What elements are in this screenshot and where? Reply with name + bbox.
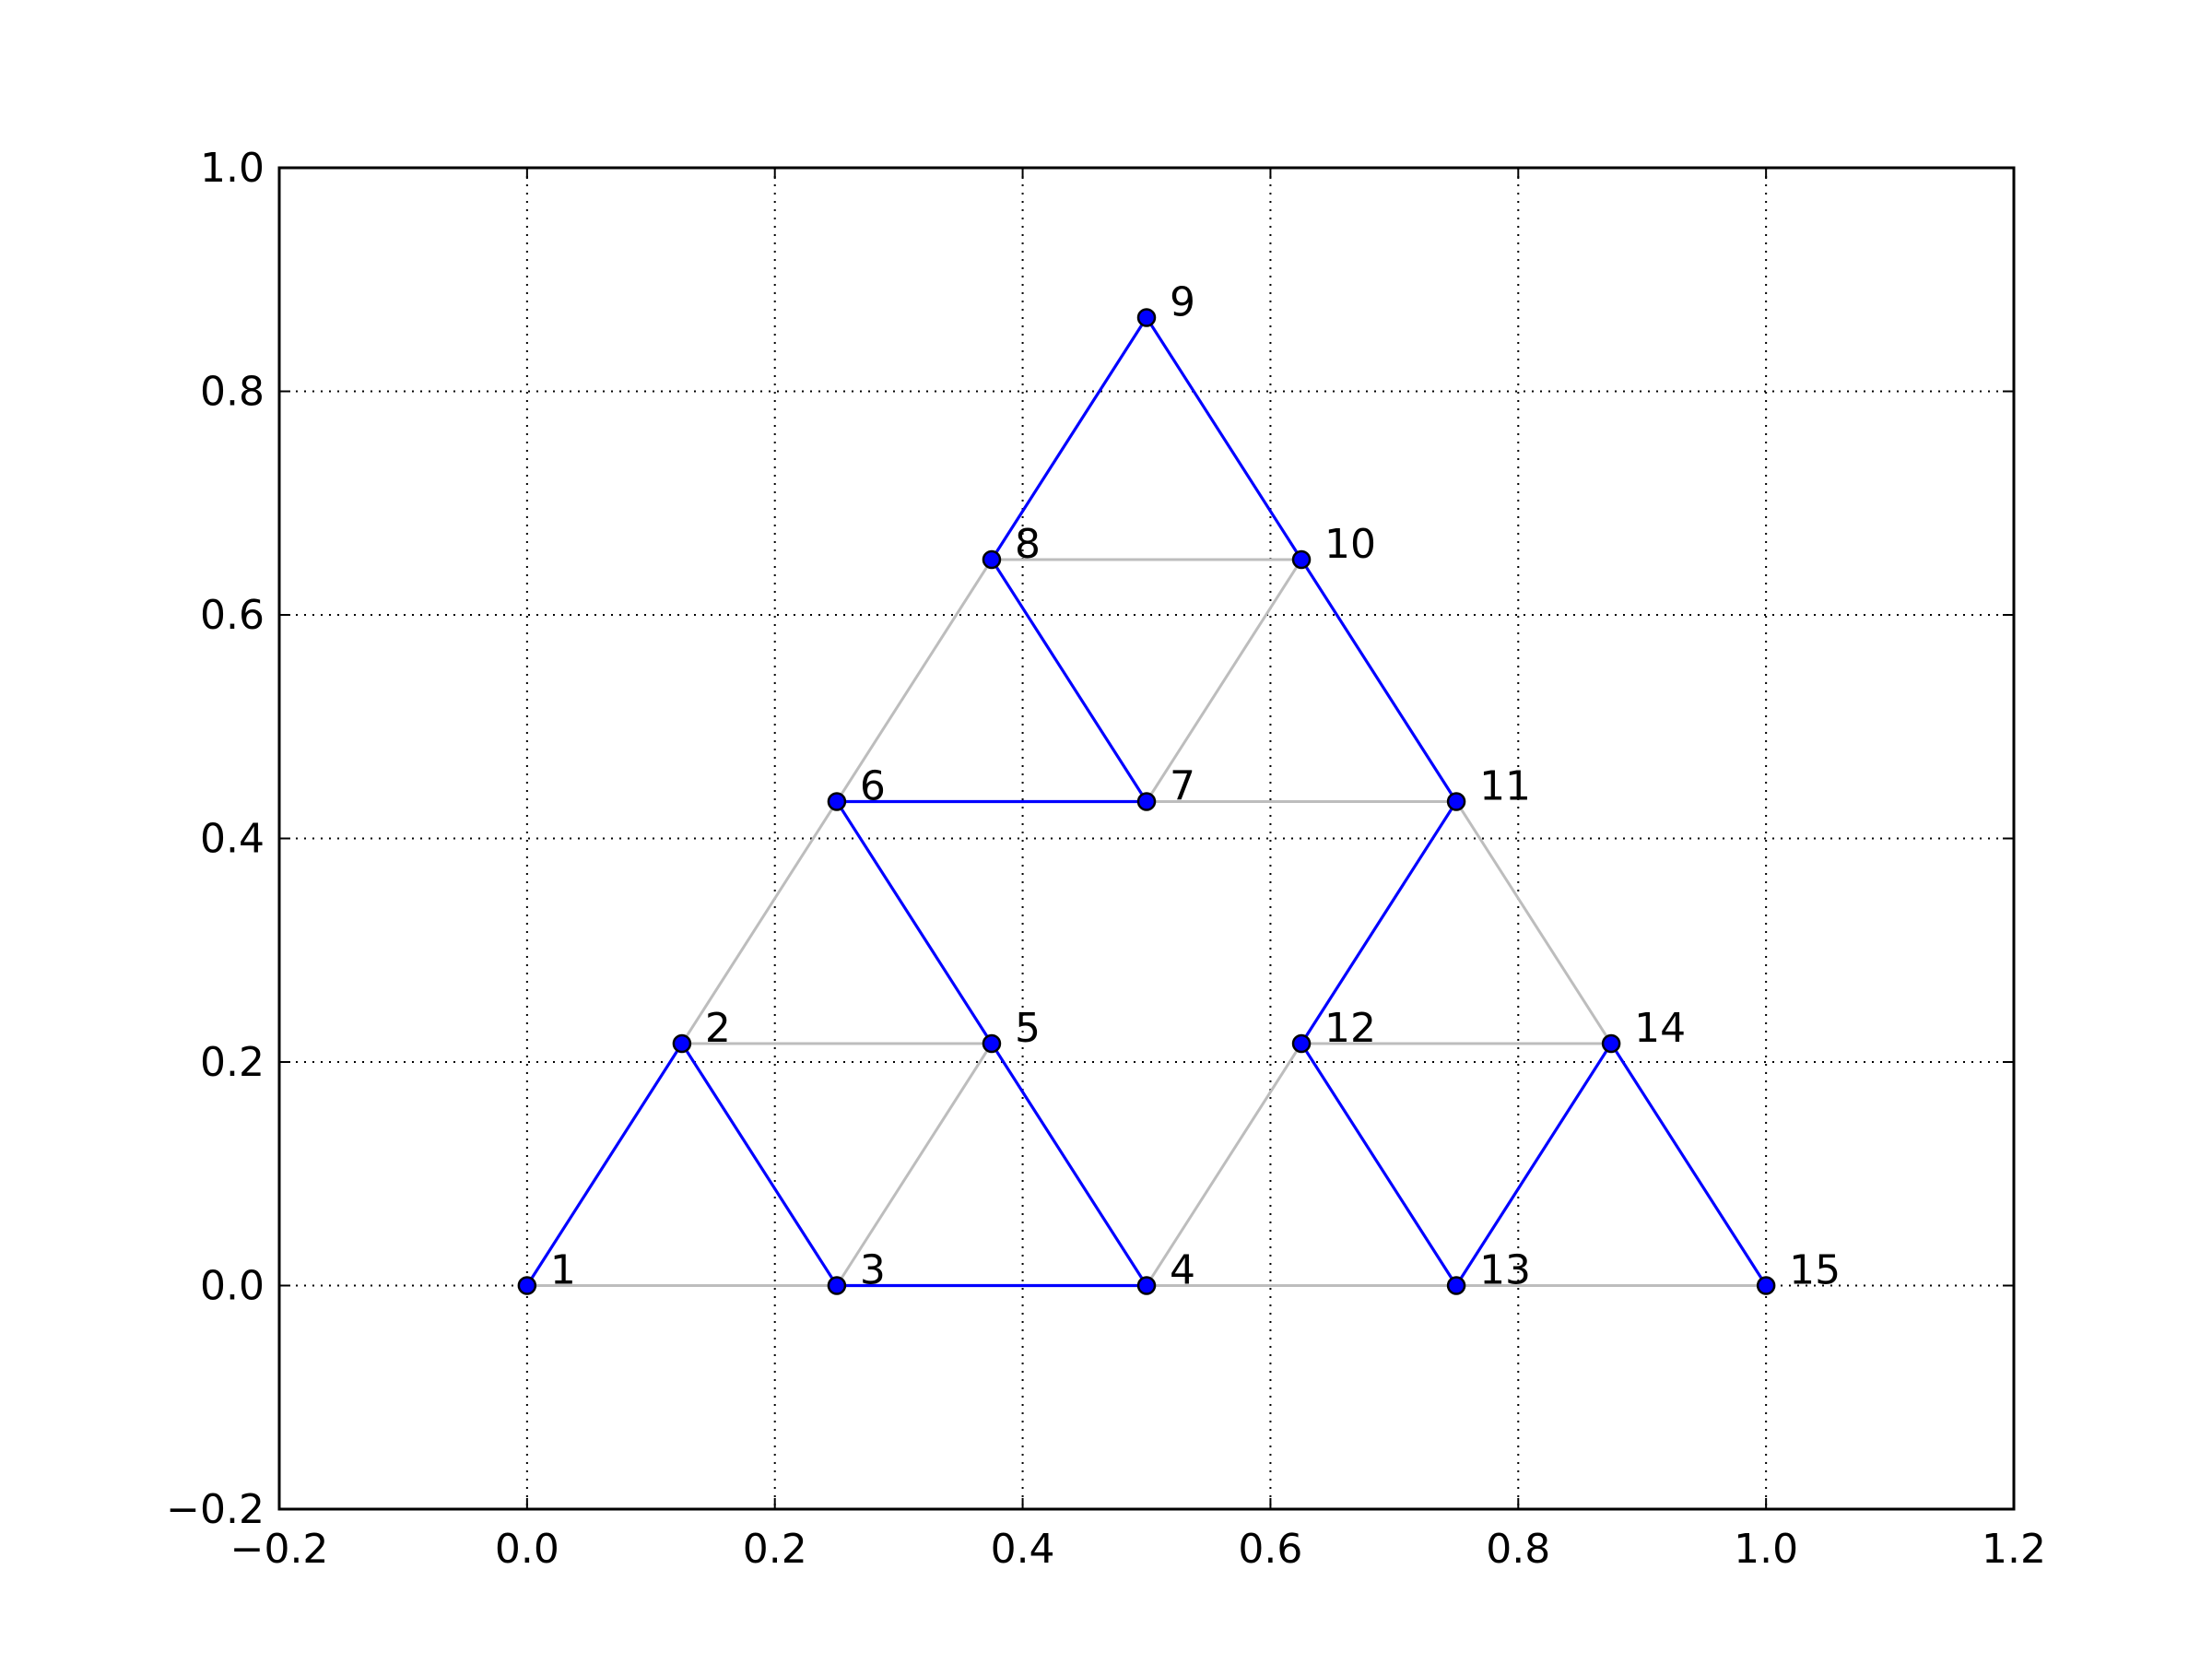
- gray-edge-3-5: [835, 1043, 994, 1287]
- node-marker-8: [982, 549, 1002, 570]
- gray-edge-11-14: [1454, 800, 1613, 1044]
- gray-edge-4-12: [1145, 1043, 1303, 1287]
- x-tick-label-5: 0.8: [1486, 1526, 1550, 1573]
- node-marker-2: [672, 1033, 692, 1054]
- y-tick-label-0: −0.2: [166, 1486, 265, 1533]
- y-tick-label-5: 0.8: [200, 369, 265, 416]
- x-tick-label-6: 1.0: [1734, 1526, 1798, 1573]
- node-label-12: 12: [1324, 1005, 1376, 1052]
- node-label-10: 10: [1324, 521, 1376, 568]
- node-marker-7: [1136, 792, 1157, 811]
- node-label-3: 3: [860, 1247, 886, 1294]
- gray-edge-6-8: [835, 559, 994, 803]
- y-axis-ticks: −0.2 0.0 0.2 0.4 0.6 0.8 1.0: [166, 145, 2014, 1533]
- node-label-8: 8: [1015, 521, 1041, 568]
- y-tick-label-3: 0.4: [200, 816, 265, 863]
- node-label-1: 1: [550, 1247, 576, 1294]
- x-tick-label-1: 0.0: [495, 1526, 559, 1573]
- node-marker-10: [1291, 549, 1312, 570]
- node-label-2: 2: [705, 1005, 731, 1052]
- node-label-6: 6: [860, 762, 886, 809]
- node-marker-4: [1136, 1276, 1157, 1295]
- node-marker-9: [1136, 308, 1157, 327]
- node-label-15: 15: [1789, 1247, 1841, 1294]
- x-axis-ticks: −0.2 0.0 0.2 0.4 0.6 0.8 1.0 1.2: [230, 168, 2046, 1573]
- node-marker-12: [1291, 1033, 1312, 1054]
- x-tick-label-7: 1.2: [1982, 1526, 2046, 1573]
- node-label-9: 9: [1170, 278, 1195, 325]
- gray-edge-2-6: [680, 800, 839, 1044]
- x-tick-label-2: 0.2: [743, 1526, 807, 1573]
- gray-edges: [526, 558, 1767, 1287]
- node-marker-3: [827, 1276, 847, 1295]
- y-tick-label-4: 0.6: [200, 592, 265, 639]
- node-marker-11: [1446, 792, 1466, 811]
- y-tick-label-2: 0.2: [200, 1039, 265, 1086]
- node-label-11: 11: [1479, 762, 1531, 809]
- node-marker-14: [1601, 1033, 1621, 1054]
- axes-frame: [277, 166, 2016, 1511]
- grid: [278, 167, 2015, 1510]
- node-label-5: 5: [1015, 1005, 1041, 1052]
- x-tick-label-3: 0.4: [991, 1526, 1055, 1573]
- node-label-7: 7: [1170, 762, 1195, 809]
- node-label-13: 13: [1479, 1247, 1531, 1294]
- nodes: [517, 308, 1776, 1295]
- node-marker-1: [517, 1276, 537, 1295]
- node-marker-5: [982, 1033, 1002, 1054]
- node-marker-15: [1756, 1276, 1776, 1295]
- y-tick-label-6: 1.0: [200, 145, 265, 192]
- node-marker-13: [1446, 1276, 1466, 1295]
- node-label-4: 4: [1170, 1247, 1195, 1294]
- x-tick-label-0: −0.2: [230, 1526, 329, 1573]
- y-tick-label-1: 0.0: [200, 1263, 265, 1310]
- x-tick-label-4: 0.6: [1238, 1526, 1302, 1573]
- node-marker-6: [827, 792, 847, 811]
- node-label-14: 14: [1634, 1005, 1686, 1052]
- gray-edge-7-10: [1145, 559, 1303, 803]
